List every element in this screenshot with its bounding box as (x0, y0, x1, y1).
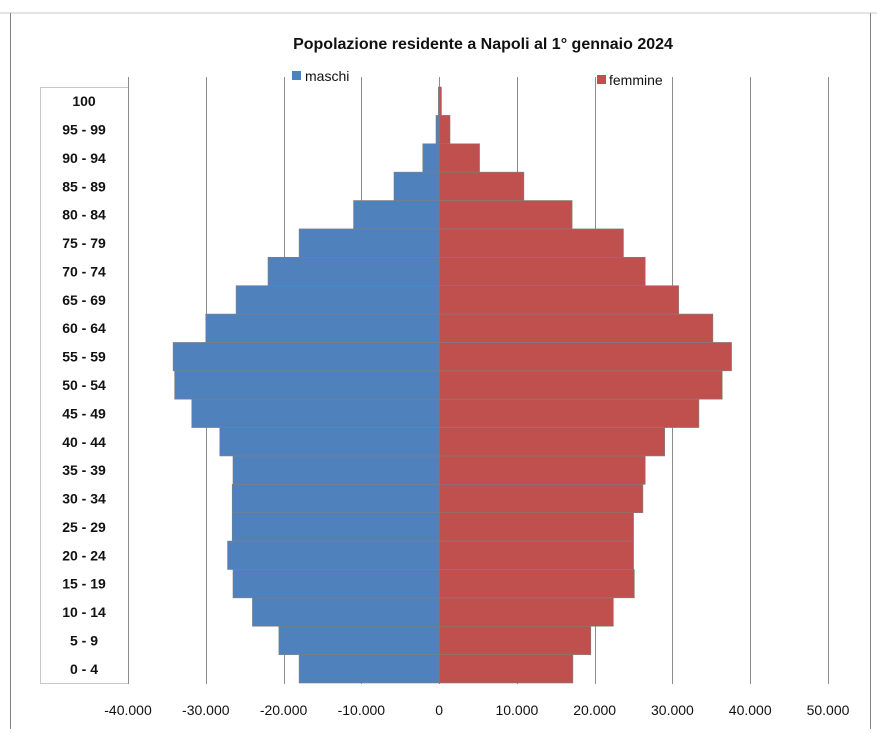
bar-femmine (438, 370, 723, 400)
bar-femmine (438, 484, 644, 514)
x-tick-label: 0 (435, 702, 443, 718)
bar-femmine (438, 342, 732, 372)
category-label: 80 - 84 (62, 207, 106, 223)
chart-title: Popolazione residente a Napoli al 1° gen… (293, 36, 673, 53)
bar-maschi (191, 398, 440, 428)
bar-femmine (438, 597, 614, 627)
category-label: 55 - 59 (62, 349, 106, 365)
category-label: 35 - 39 (62, 462, 106, 478)
bar-maschi (231, 512, 440, 542)
bar-femmine (438, 285, 679, 315)
category-label: 40 - 44 (62, 434, 106, 450)
category-label: 50 - 54 (62, 377, 106, 393)
x-tick-labels: -40.000 -30.000 -20.000 -10.000 0 10.000 20.00… (104, 702, 849, 718)
bar-femmine (438, 654, 574, 684)
bar-maschi (172, 342, 440, 372)
category-label: 20 - 24 (62, 547, 106, 563)
bar-femmine (438, 455, 646, 485)
category-label: 75 - 79 (62, 235, 106, 251)
bar-femmine (438, 256, 646, 286)
category-label: 85 - 89 (62, 178, 106, 194)
category-label: 5 - 9 (70, 632, 98, 648)
bar-femmine (438, 398, 700, 428)
bar-maschi (267, 256, 440, 286)
bar-maschi (278, 625, 440, 655)
bar-femmine (438, 228, 624, 258)
x-tick-label: 20.000 (573, 702, 616, 718)
category-label: 90 - 94 (62, 150, 106, 166)
bar-femmine (438, 200, 573, 230)
bar-femmine (438, 86, 442, 116)
bar-femmine (438, 313, 714, 343)
x-tick-label: 50.000 (807, 702, 850, 718)
category-labels: 0 - 4 5 - 9 10 - 14 15 - 19 20 - 24 25 - 29 30… (62, 93, 106, 677)
bar-femmine (438, 540, 634, 570)
bar-maschi (174, 370, 440, 400)
bar-maschi (231, 484, 440, 514)
bar-maschi (298, 654, 440, 684)
bar-maschi (219, 427, 440, 457)
bar-femmine (438, 115, 451, 145)
category-label: 100 (72, 93, 96, 109)
legend: maschi femmine (292, 68, 663, 88)
category-label: 95 - 99 (62, 122, 106, 138)
category-label: 65 - 69 (62, 292, 106, 308)
category-label: 30 - 34 (62, 491, 106, 507)
bar-maschi (393, 171, 440, 201)
legend-label-maschi: maschi (305, 68, 349, 84)
bar-femmine (438, 171, 525, 201)
bar-maschi (205, 313, 440, 343)
category-label-box (40, 87, 129, 684)
bars-layer (172, 86, 732, 684)
x-tick-label: -10.000 (338, 702, 386, 718)
bar-maschi (353, 200, 440, 230)
category-label: 45 - 49 (62, 405, 106, 421)
bar-maschi (232, 455, 440, 485)
category-label: 10 - 14 (62, 604, 106, 620)
bar-femmine (438, 143, 480, 173)
x-tick-label: -30.000 (182, 702, 230, 718)
category-label: 25 - 29 (62, 519, 106, 535)
bar-maschi (252, 597, 440, 627)
x-tick-label: 10.000 (495, 702, 538, 718)
legend-swatch-maschi (292, 71, 301, 80)
bar-maschi (235, 285, 440, 315)
x-tick-label: 40.000 (729, 702, 772, 718)
legend-swatch-femmine (597, 75, 606, 84)
bar-maschi (435, 115, 440, 145)
x-tick-label: -20.000 (260, 702, 308, 718)
legend-label-femmine: femmine (609, 72, 663, 88)
bar-maschi (232, 569, 440, 599)
bar-maschi (298, 228, 440, 258)
x-tick-label: 30.000 (651, 702, 694, 718)
category-label: 60 - 64 (62, 320, 106, 336)
bar-femmine (438, 427, 665, 457)
bar-maschi (227, 540, 440, 570)
category-label: 0 - 4 (70, 661, 98, 677)
category-label: 15 - 19 (62, 576, 106, 592)
bar-femmine (438, 512, 634, 542)
x-tick-label: -40.000 (104, 702, 152, 718)
category-label: 70 - 74 (62, 263, 106, 279)
bar-maschi (422, 143, 440, 173)
bar-femmine (438, 625, 592, 655)
bar-femmine (438, 569, 635, 599)
